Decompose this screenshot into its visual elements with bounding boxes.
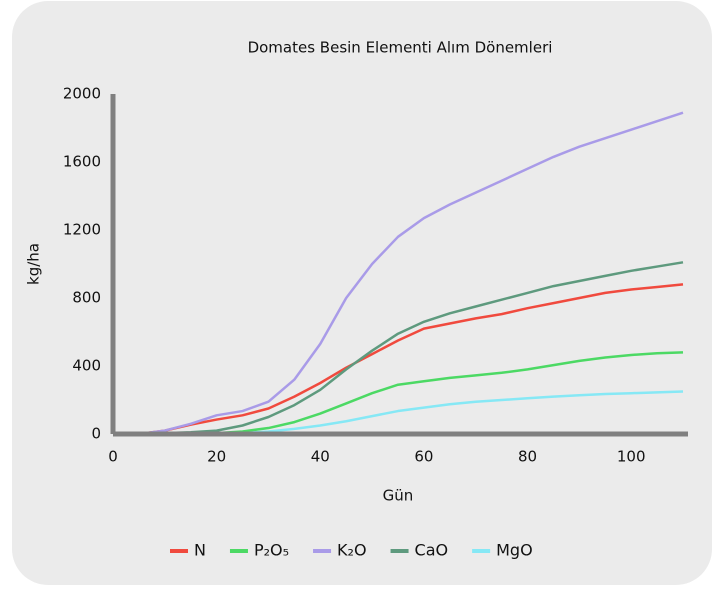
series-line bbox=[113, 283, 684, 436]
x-tick-label: 20 bbox=[207, 448, 226, 466]
y-tick-label: 800 bbox=[72, 289, 101, 307]
y-tick-label: 400 bbox=[72, 357, 101, 375]
chart-title: Domates Besin Elementi Alım Dönemleri bbox=[248, 39, 553, 57]
x-tick-label: 40 bbox=[311, 448, 330, 466]
legend-label: P₂O₅ bbox=[254, 541, 289, 560]
legend-label: K₂O bbox=[337, 541, 367, 560]
x-tick-label: 60 bbox=[414, 448, 433, 466]
legend-label: MgO bbox=[496, 541, 533, 560]
series-line bbox=[113, 111, 684, 436]
y-tick-label: 1200 bbox=[63, 221, 101, 239]
legend-label: CaO bbox=[415, 541, 449, 560]
x-tick-label: 100 bbox=[617, 448, 646, 466]
x-tick-label: 80 bbox=[518, 448, 537, 466]
series-line bbox=[113, 261, 684, 436]
y-tick-label: 0 bbox=[91, 425, 101, 443]
x-axis-label: Gün bbox=[383, 487, 414, 505]
x-tick-label: 0 bbox=[108, 448, 118, 466]
legend-label: N bbox=[194, 541, 206, 560]
y-axis-label: kg/ha bbox=[25, 243, 43, 285]
y-tick-label: 1600 bbox=[63, 153, 101, 171]
y-tick-label: 2000 bbox=[63, 85, 101, 103]
card bbox=[12, 1, 712, 585]
